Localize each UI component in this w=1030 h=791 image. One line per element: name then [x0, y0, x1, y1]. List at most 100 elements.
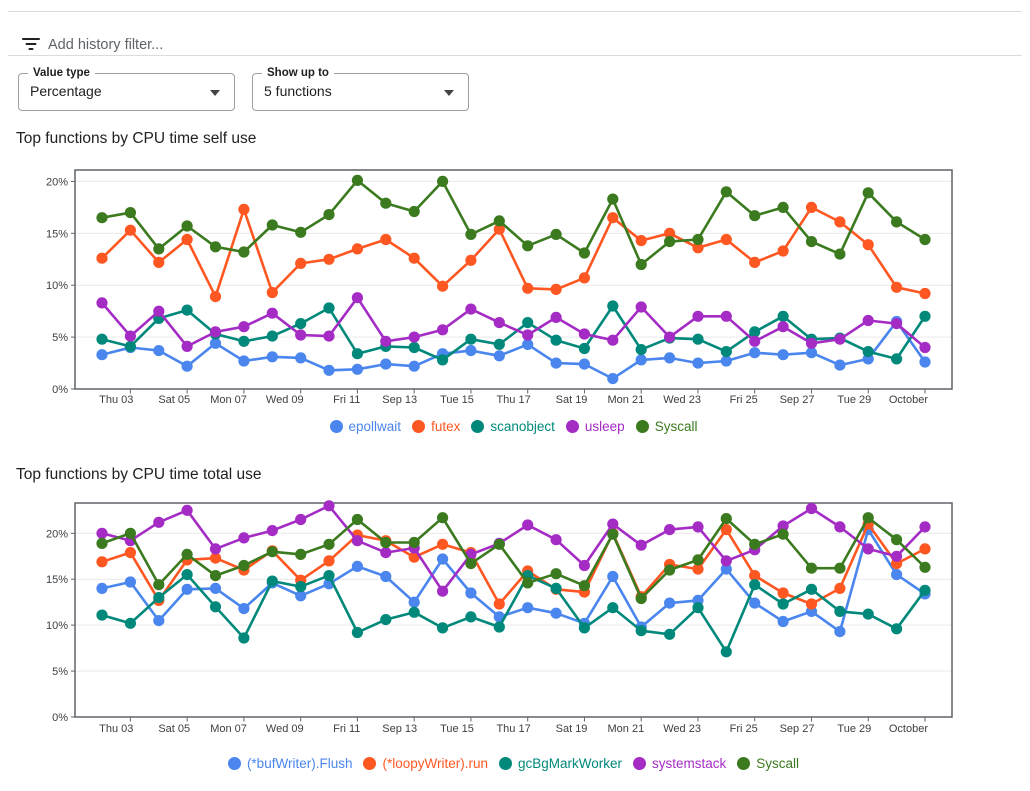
data-point[interactable] — [238, 335, 250, 347]
data-point[interactable] — [550, 311, 562, 323]
data-point[interactable] — [607, 193, 619, 205]
data-point[interactable] — [408, 331, 420, 343]
data-point[interactable] — [720, 513, 732, 525]
data-point[interactable] — [550, 582, 562, 594]
data-point[interactable] — [437, 354, 449, 366]
data-point[interactable] — [295, 513, 307, 526]
data-point[interactable] — [777, 528, 789, 540]
data-point[interactable] — [919, 521, 931, 533]
data-point[interactable] — [124, 527, 136, 539]
data-point[interactable] — [295, 329, 307, 341]
data-point[interactable] — [295, 318, 307, 330]
data-point[interactable] — [749, 210, 761, 222]
data-point[interactable] — [578, 247, 591, 259]
data-point[interactable] — [635, 235, 647, 247]
data-point[interactable] — [238, 203, 250, 215]
data-point[interactable] — [834, 582, 846, 594]
data-point[interactable] — [919, 341, 931, 354]
data-point[interactable] — [380, 614, 392, 626]
data-point[interactable] — [777, 587, 789, 599]
data-point[interactable] — [238, 603, 250, 615]
data-point[interactable] — [664, 352, 676, 364]
data-point[interactable] — [550, 283, 562, 295]
data-point[interactable] — [720, 355, 732, 367]
data-point[interactable] — [862, 314, 874, 327]
data-point[interactable] — [209, 582, 222, 594]
data-point[interactable] — [437, 175, 449, 187]
data-point[interactable] — [323, 570, 335, 582]
data-point[interactable] — [834, 359, 846, 371]
data-point[interactable] — [834, 626, 846, 638]
data-point[interactable] — [351, 348, 363, 360]
data-point[interactable] — [607, 518, 619, 530]
data-point[interactable] — [465, 254, 477, 266]
data-point[interactable] — [635, 539, 647, 551]
data-point[interactable] — [550, 607, 562, 619]
data-point[interactable] — [834, 248, 846, 260]
data-point[interactable] — [493, 350, 505, 362]
data-point[interactable] — [266, 219, 278, 231]
data-point[interactable] — [266, 525, 278, 537]
data-point[interactable] — [351, 292, 363, 304]
data-point[interactable] — [493, 317, 505, 329]
data-point[interactable] — [522, 602, 534, 614]
data-point[interactable] — [550, 228, 562, 240]
data-point[interactable] — [295, 590, 307, 602]
data-point[interactable] — [891, 534, 903, 546]
data-point[interactable] — [664, 236, 676, 248]
data-point[interactable] — [323, 555, 335, 567]
data-point[interactable] — [465, 228, 477, 240]
data-point[interactable] — [380, 197, 392, 209]
data-point[interactable] — [124, 547, 136, 559]
data-point[interactable] — [351, 513, 363, 526]
data-point[interactable] — [749, 256, 761, 268]
data-point[interactable] — [493, 223, 505, 235]
data-point[interactable] — [96, 349, 108, 361]
data-point[interactable] — [834, 521, 846, 533]
data-point[interactable] — [805, 201, 818, 213]
data-point[interactable] — [408, 596, 420, 608]
data-point[interactable] — [209, 241, 222, 253]
data-point[interactable] — [380, 335, 392, 347]
data-point[interactable] — [777, 349, 789, 361]
data-point[interactable] — [153, 305, 165, 317]
data-point[interactable] — [153, 345, 165, 357]
data-point[interactable] — [664, 524, 676, 536]
data-point[interactable] — [862, 239, 874, 251]
data-point[interactable] — [777, 598, 789, 610]
cpu-total-use-chart[interactable]: 0% 5% 10% 15% 20% Thu 03 Sat 05 Mon 07 Wed 09 Fri… — [0, 495, 1030, 745]
data-point[interactable] — [720, 233, 732, 246]
data-point[interactable] — [209, 601, 222, 613]
data-point[interactable] — [380, 570, 392, 583]
data-point[interactable] — [891, 216, 903, 228]
data-point[interactable] — [153, 615, 165, 627]
data-point[interactable] — [692, 521, 704, 533]
data-point[interactable] — [96, 252, 108, 264]
data-point[interactable] — [238, 355, 250, 367]
data-point[interactable] — [209, 326, 222, 338]
data-point[interactable] — [607, 602, 619, 614]
data-point[interactable] — [181, 360, 193, 372]
data-point[interactable] — [550, 534, 562, 546]
data-point[interactable] — [749, 538, 761, 550]
data-point[interactable] — [720, 646, 732, 658]
data-point[interactable] — [891, 281, 903, 293]
data-point[interactable] — [635, 625, 647, 637]
data-point[interactable] — [607, 373, 619, 385]
data-point[interactable] — [465, 303, 477, 315]
data-point[interactable] — [692, 333, 704, 345]
data-point[interactable] — [323, 302, 335, 314]
data-point[interactable] — [805, 347, 818, 359]
data-point[interactable] — [777, 520, 789, 532]
data-point[interactable] — [96, 582, 108, 594]
data-point[interactable] — [238, 246, 250, 258]
data-point[interactable] — [578, 580, 591, 592]
data-point[interactable] — [749, 335, 761, 347]
data-point[interactable] — [493, 338, 505, 350]
data-point[interactable] — [380, 358, 392, 370]
data-point[interactable] — [749, 326, 761, 338]
data-point[interactable] — [465, 558, 477, 570]
data-point[interactable] — [522, 282, 534, 294]
data-point[interactable] — [777, 245, 789, 257]
data-point[interactable] — [266, 546, 278, 558]
